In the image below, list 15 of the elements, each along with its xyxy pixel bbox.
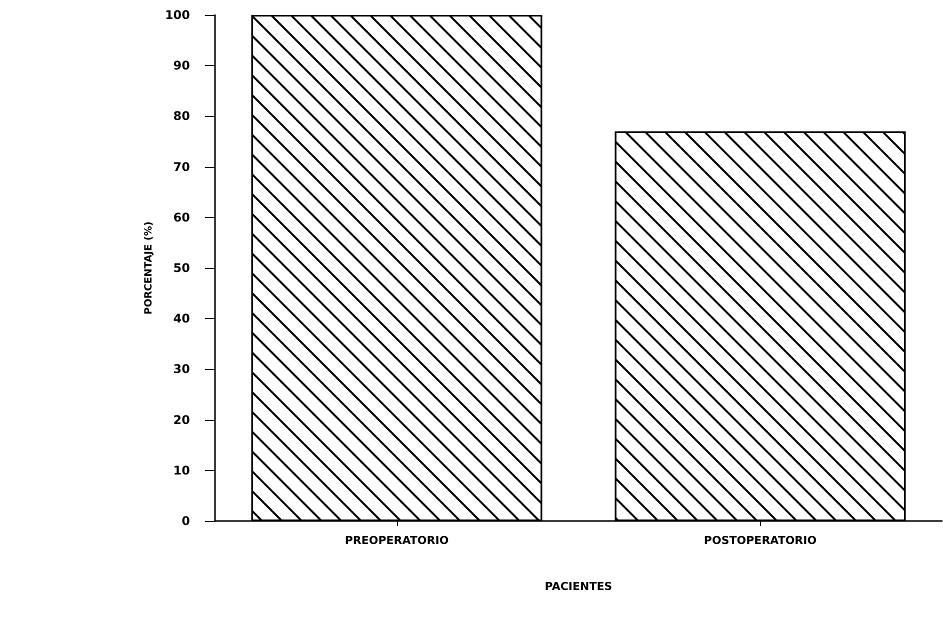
- y-tick-label: 90: [173, 58, 190, 73]
- y-tick-label: 50: [173, 261, 190, 275]
- y-tick-label: 40: [173, 312, 190, 326]
- x-axis-title: PACIENTES: [544, 580, 612, 593]
- y-tick-label: 10: [173, 463, 190, 478]
- y-tick-label: 30: [173, 362, 190, 376]
- y-tick-label: 100: [164, 8, 190, 22]
- y-tick-label: 20: [173, 412, 190, 427]
- x-tick-label: POSTOPERATORIO: [704, 534, 817, 547]
- y-tick-label: 0: [182, 514, 190, 528]
- y-axis-title: PORCENTAJE (%): [144, 221, 155, 315]
- y-tick-label: 80: [173, 109, 190, 124]
- y-tick-label: 70: [173, 160, 190, 174]
- x-tick-label: PREOPERATORIO: [344, 534, 449, 547]
- y-tick-label: 60: [173, 210, 190, 224]
